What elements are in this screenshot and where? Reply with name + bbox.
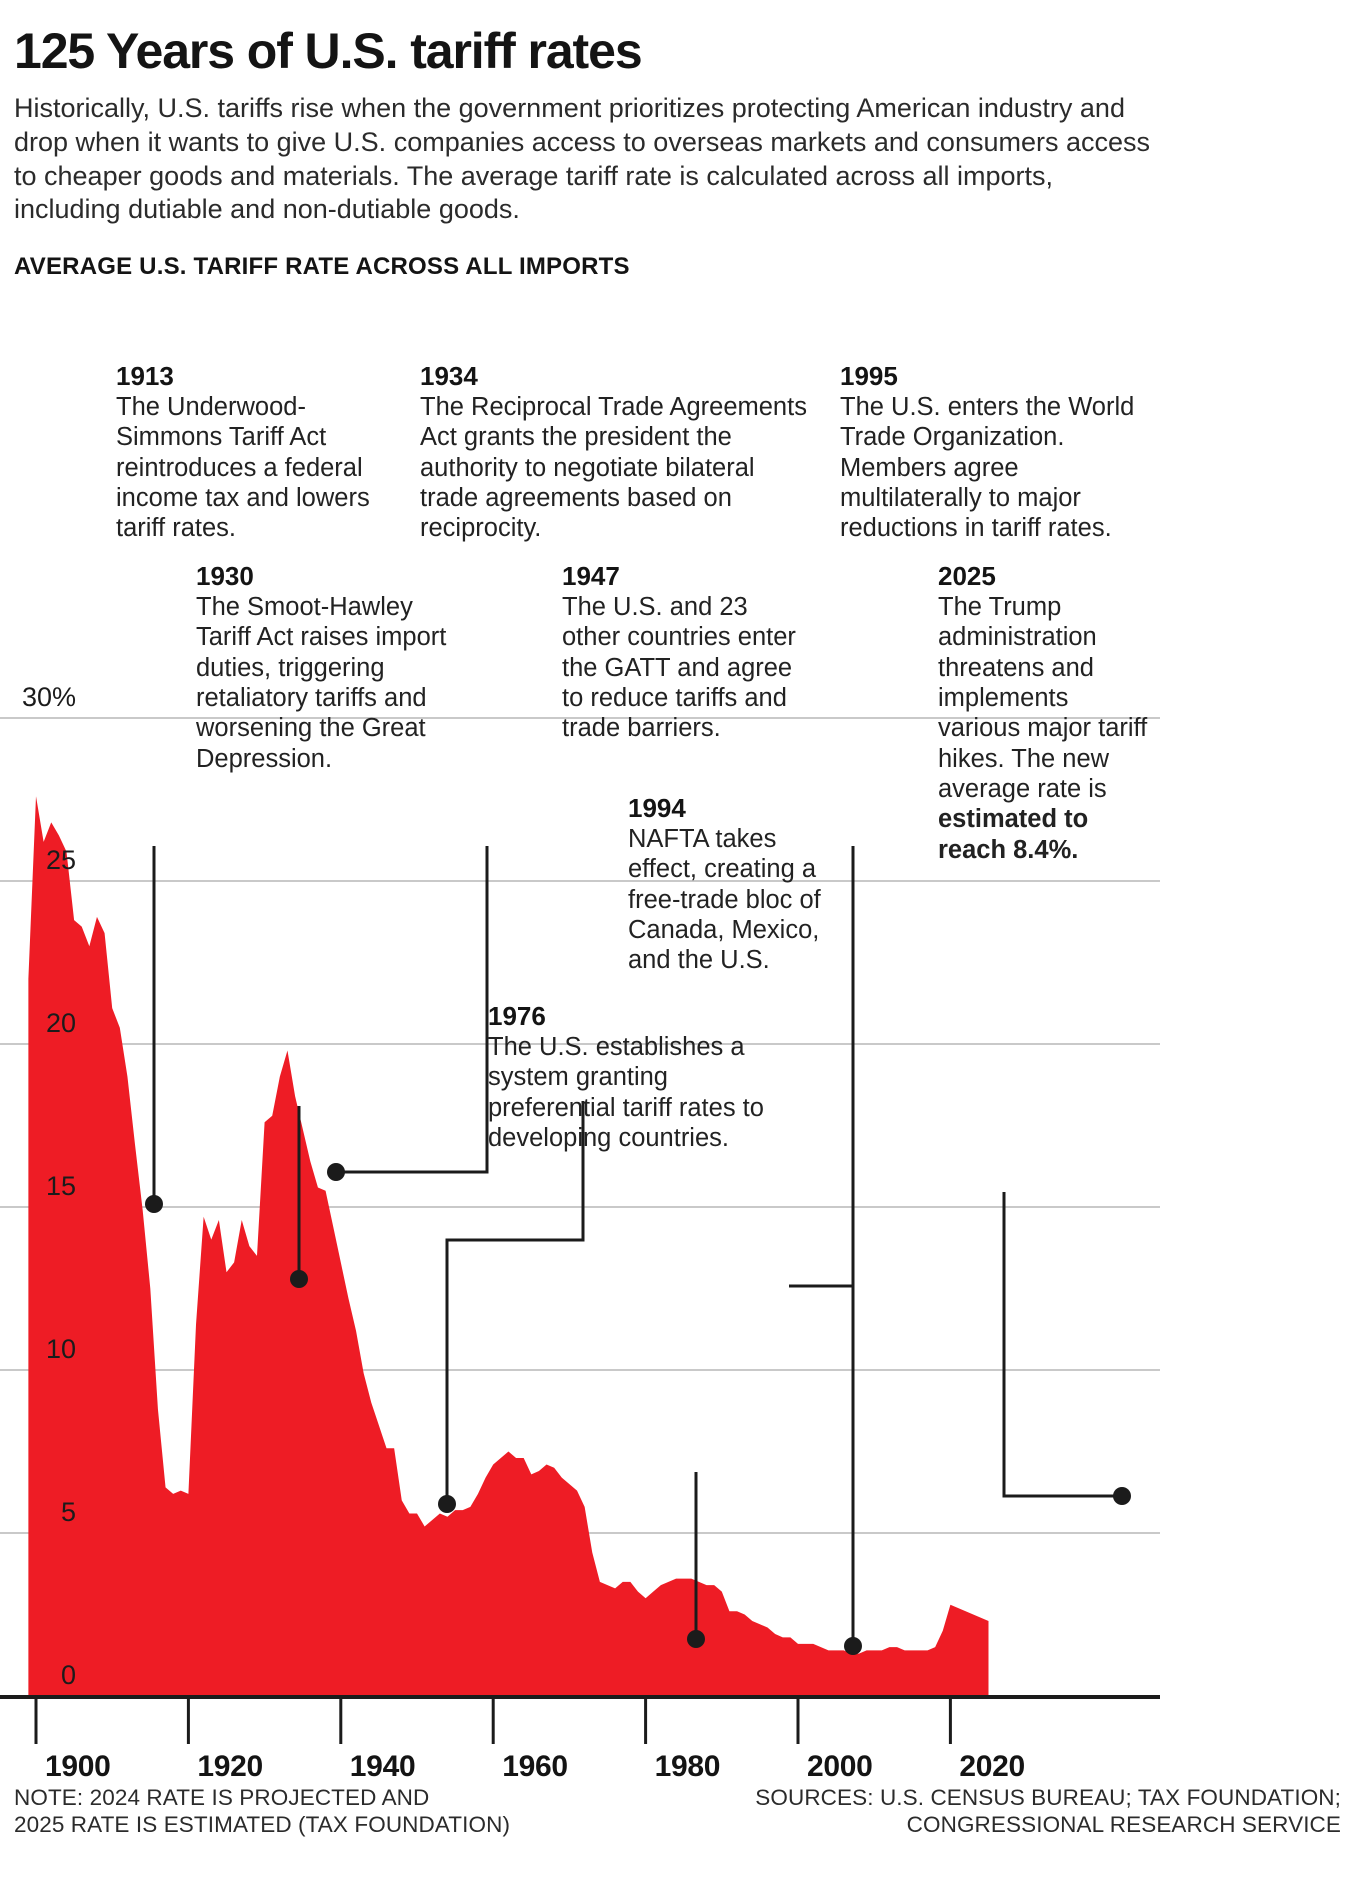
y-axis-tick-label: 20 xyxy=(45,1008,76,1038)
anno-2025-year: 2025 xyxy=(938,561,996,591)
footnote-sources-line1: SOURCES: U.S. CENSUS BUREAU; TAX FOUNDAT… xyxy=(755,1785,1341,1810)
anno-1930: 1930 The Smoot-Hawley Tariff Act raises i… xyxy=(196,561,466,774)
anno-1934: 1934 The Reciprocal Trade Agreements Act … xyxy=(420,361,818,544)
x-axis-tick-label: 2020 xyxy=(959,1750,1025,1783)
tariff-area-chart xyxy=(0,717,1160,1744)
anno-1995: 1995 The U.S. enters the World Trade Orga… xyxy=(840,361,1140,544)
annotation-layer: 1913 The Underwood-Simmons Tariff Act rei… xyxy=(0,344,1160,1764)
leader-2025 xyxy=(1002,1192,1122,1498)
marker-dot-1913 xyxy=(145,1195,163,1213)
anno-1913-year: 1913 xyxy=(116,361,174,391)
anno-1934-text: The Reciprocal Trade Agreements Act gran… xyxy=(420,392,807,543)
anno-2025-text-emphasis: estimated to reach 8.4%. xyxy=(938,805,1089,864)
y-axis-tick-label: 0 xyxy=(60,1660,76,1690)
page-title: 125 Years of U.S. tariff rates xyxy=(14,23,643,79)
tariff-area-series xyxy=(28,796,989,1696)
anno-1947-text: The U.S. and 23 other countries enter th… xyxy=(562,592,796,743)
anno-1995-year: 1995 xyxy=(840,361,898,391)
anno-1934-year: 1934 xyxy=(420,361,478,391)
anno-1913: 1913 The Underwood-Simmons Tariff Act rei… xyxy=(116,361,388,544)
chart-container: 30% 25 20 15 10 5 0 1900 1920 1940 1960 1980 2000 20… xyxy=(0,344,1355,1783)
anno-1976-text: The U.S. establishes a system granting p… xyxy=(488,1032,764,1152)
x-axis-tick-label: 2000 xyxy=(807,1750,873,1783)
anno-1947: 1947 The U.S. and 23 other countries ente… xyxy=(562,561,810,744)
chart-footer: NOTE: 2024 RATE IS PROJECTED AND 2025 RA… xyxy=(0,1784,1355,1838)
x-axis-tick-label: 1920 xyxy=(197,1750,263,1783)
leader-1947 xyxy=(445,1101,585,1504)
footnote-sources: SOURCES: U.S. CENSUS BUREAU; TAX FOUNDAT… xyxy=(755,1784,1341,1838)
anno-1930-year: 1930 xyxy=(196,561,254,591)
x-axis-tick-label: 1980 xyxy=(654,1750,721,1783)
footnote-note: NOTE: 2024 RATE IS PROJECTED AND 2025 RA… xyxy=(14,1784,510,1838)
anno-1947-year: 1947 xyxy=(562,561,620,591)
leader-1934 xyxy=(336,846,489,1174)
x-axis-tick-label: 1940 xyxy=(349,1750,416,1783)
y-axis-tick-label: 5 xyxy=(60,1497,76,1527)
chart-plot-area xyxy=(0,344,1160,1764)
anno-1994-year: 1994 xyxy=(628,793,686,823)
marker-dot-1994 xyxy=(844,1637,862,1655)
footnote-note-line2: 2025 RATE IS ESTIMATED (TAX FOUNDATION) xyxy=(14,1812,511,1837)
chart-kicker: AVERAGE U.S. TARIFF RATE ACROSS ALL IMPO… xyxy=(14,253,630,280)
y-axis-tick-label: 10 xyxy=(45,1334,76,1364)
anno-1994-text: NAFTA takes effect, creating a free-trad… xyxy=(628,824,821,975)
anno-1994: 1994 NAFTA takes effect, creating a free-… xyxy=(628,793,850,976)
standfirst-text: Historically, U.S. tariffs rise when the… xyxy=(14,93,1151,225)
anno-1913-text: The Underwood-Simmons Tariff Act reintro… xyxy=(116,392,370,543)
x-axis-tick-label: 1960 xyxy=(502,1750,568,1783)
anno-1976-year: 1976 xyxy=(488,1001,546,1031)
anno-1976: 1976 The U.S. establishes a system granti… xyxy=(488,1001,790,1153)
marker-dot-1976 xyxy=(687,1630,705,1648)
marker-dot-1947 xyxy=(438,1495,456,1513)
marker-dot-2025 xyxy=(1113,1487,1131,1505)
footnote-note-line1: NOTE: 2024 RATE IS PROJECTED AND xyxy=(14,1785,430,1810)
anno-2025-text: The Trump administration threatens and i… xyxy=(938,592,1148,864)
marker-dot-1930 xyxy=(290,1270,308,1288)
anno-1995-text: The U.S. enters the World Trade Organiza… xyxy=(840,392,1135,543)
y-axis-tick-label: 15 xyxy=(45,1171,76,1201)
marker-dot-1934 xyxy=(327,1163,345,1181)
y-axis-tick-label: 30% xyxy=(21,682,76,712)
y-axis-tick-label: 25 xyxy=(45,845,76,875)
x-axis-tick-label: 1900 xyxy=(45,1750,111,1783)
chart-header: 125 Years of U.S. tariff rates Historica… xyxy=(0,26,1355,281)
anno-2025: 2025 The Trump administration threatens a… xyxy=(938,561,1156,865)
footnote-sources-line2: CONGRESSIONAL RESEARCH SERVICE xyxy=(906,1812,1341,1837)
anno-1930-text: The Smoot-Hawley Tariff Act raises impor… xyxy=(196,592,447,773)
